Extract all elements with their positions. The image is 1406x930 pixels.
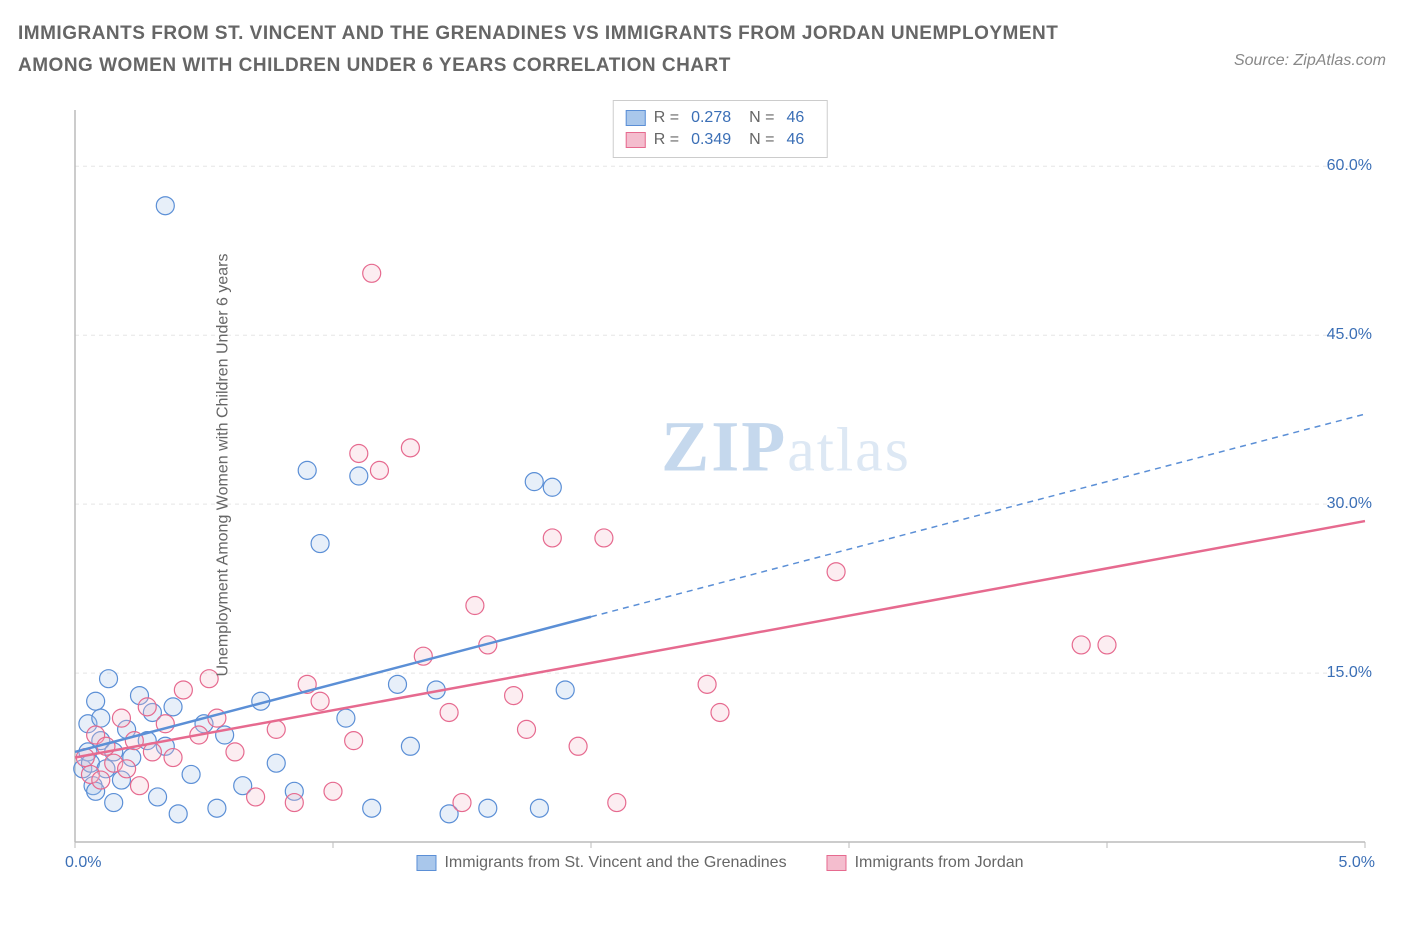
swatch-svg bbox=[626, 110, 646, 126]
r-label: R = bbox=[654, 131, 679, 149]
y-tick-label: 45.0% bbox=[1327, 326, 1372, 344]
r-value-svg: 0.278 bbox=[691, 109, 731, 127]
swatch-jordan bbox=[626, 132, 646, 148]
chart-area: ZIPatlas R = 0.278 N = 46 R = 0.349 N = … bbox=[60, 100, 1380, 870]
chart-header: IMMIGRANTS FROM ST. VINCENT AND THE GREN… bbox=[18, 18, 1388, 83]
y-tick-label: 15.0% bbox=[1327, 664, 1372, 682]
r-value-jordan: 0.349 bbox=[691, 131, 731, 149]
series-name-svg: Immigrants from St. Vincent and the Gren… bbox=[444, 854, 786, 872]
swatch-jordan-bottom bbox=[827, 855, 847, 871]
n-label: N = bbox=[749, 131, 774, 149]
n-label: N = bbox=[749, 109, 774, 127]
legend-row-jordan: R = 0.349 N = 46 bbox=[626, 129, 815, 151]
n-value-svg: 46 bbox=[786, 109, 804, 127]
y-tick-label: 60.0% bbox=[1327, 157, 1372, 175]
n-value-jordan: 46 bbox=[786, 131, 804, 149]
source-attribution: Source: ZipAtlas.com bbox=[1234, 52, 1386, 70]
y-axis-label: Unemployment Among Women with Children U… bbox=[215, 253, 233, 676]
y-tick-label: 30.0% bbox=[1327, 495, 1372, 513]
legend-item-svg: Immigrants from St. Vincent and the Gren… bbox=[416, 854, 786, 872]
legend-row-svg: R = 0.278 N = 46 bbox=[626, 107, 815, 129]
scatter-plot bbox=[60, 100, 1380, 870]
x-axis-max: 5.0% bbox=[1339, 854, 1375, 872]
x-axis-origin: 0.0% bbox=[65, 854, 101, 872]
legend-item-jordan: Immigrants from Jordan bbox=[827, 854, 1024, 872]
r-label: R = bbox=[654, 109, 679, 127]
series-name-jordan: Immigrants from Jordan bbox=[855, 854, 1024, 872]
swatch-svg-bottom bbox=[416, 855, 436, 871]
chart-title: IMMIGRANTS FROM ST. VINCENT AND THE GREN… bbox=[18, 18, 1118, 83]
correlation-legend: R = 0.278 N = 46 R = 0.349 N = 46 bbox=[613, 100, 828, 158]
series-legend: Immigrants from St. Vincent and the Gren… bbox=[416, 854, 1023, 872]
